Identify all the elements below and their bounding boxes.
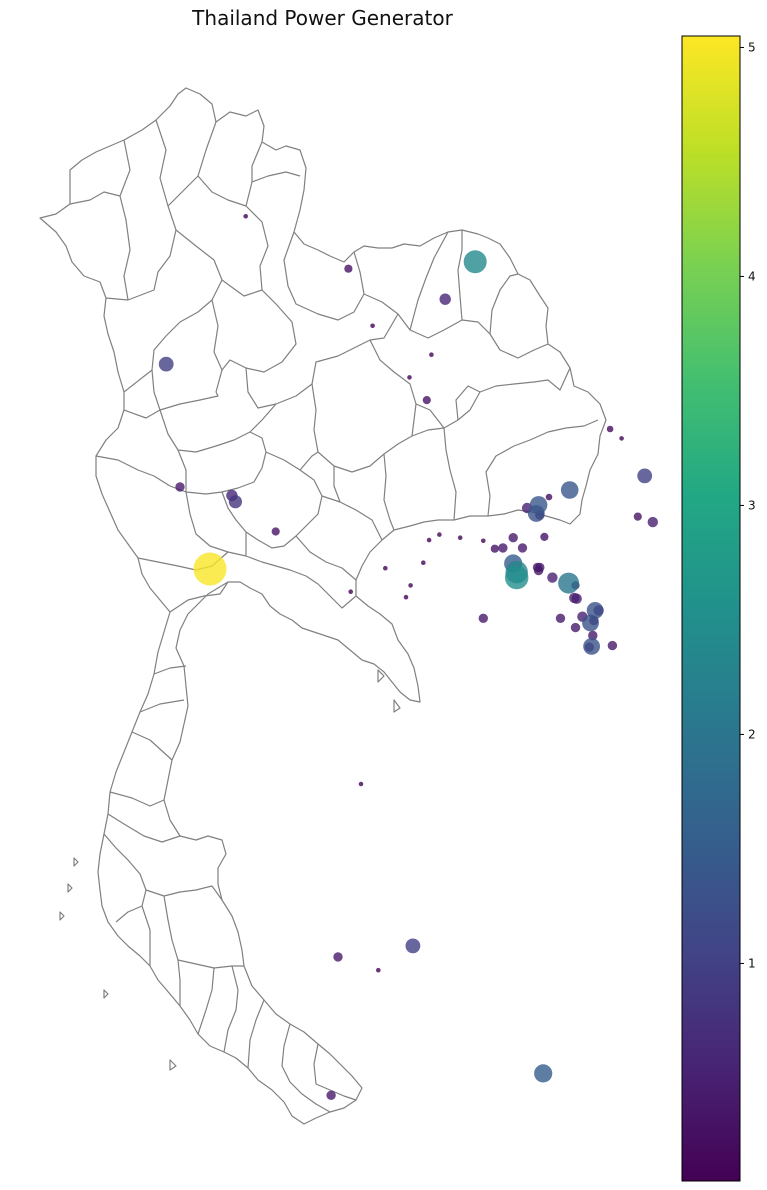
province-line bbox=[211, 279, 297, 393]
power-plant-point bbox=[429, 352, 434, 358]
power-plant-point bbox=[508, 533, 518, 543]
power-plant-point bbox=[326, 1090, 336, 1101]
power-plant-point bbox=[498, 543, 508, 553]
power-plant-point bbox=[547, 572, 558, 583]
province-line bbox=[457, 230, 519, 335]
province-line bbox=[185, 491, 357, 609]
power-plant-point bbox=[490, 544, 499, 553]
power-plant-point bbox=[555, 613, 566, 623]
power-plant-point bbox=[582, 614, 599, 632]
power-plant-point bbox=[570, 622, 581, 633]
power-plant-point bbox=[633, 512, 642, 521]
power-plant-point bbox=[422, 396, 431, 405]
power-plant-point bbox=[534, 1064, 553, 1083]
power-plant-point bbox=[517, 543, 528, 553]
power-plant-point bbox=[637, 468, 653, 484]
province-line bbox=[283, 231, 365, 321]
province-line bbox=[103, 791, 181, 923]
map-title: Thailand Power Generator bbox=[192, 6, 453, 30]
power-plant-point bbox=[529, 496, 548, 514]
province-line bbox=[131, 665, 187, 761]
power-plant-point bbox=[586, 602, 604, 619]
island bbox=[59, 669, 401, 1071]
power-plant-point bbox=[558, 572, 580, 594]
province-line bbox=[383, 419, 599, 531]
power-plant-point bbox=[243, 214, 248, 219]
province-line bbox=[245, 141, 301, 207]
country-outline bbox=[39, 87, 607, 1125]
power-plant-point bbox=[175, 482, 185, 492]
power-plant-point bbox=[607, 640, 618, 651]
power-plant-point bbox=[481, 538, 486, 544]
province-borders bbox=[39, 87, 607, 1125]
power-plant-point bbox=[545, 493, 553, 501]
power-plant-point bbox=[333, 952, 343, 962]
colorbar-tick-label: 5 bbox=[748, 40, 756, 54]
power-plant-point bbox=[407, 375, 412, 380]
power-plant-point bbox=[457, 535, 463, 540]
province-line bbox=[69, 139, 131, 301]
power-plant-point bbox=[403, 594, 409, 600]
power-plant-point bbox=[439, 293, 451, 305]
province-line bbox=[281, 1023, 357, 1113]
power-plant-points bbox=[158, 214, 705, 1101]
colorbar-ticks: 1 2 3 4 5 bbox=[740, 40, 756, 970]
province-line bbox=[151, 313, 399, 411]
colorbar-tick-label: 3 bbox=[748, 498, 756, 512]
province-line bbox=[369, 339, 481, 437]
power-plant-point bbox=[583, 638, 600, 655]
power-plant-point bbox=[437, 532, 442, 537]
power-plant-point bbox=[647, 516, 658, 528]
province-line bbox=[321, 466, 383, 541]
power-plant-point bbox=[408, 583, 413, 588]
power-plant-point bbox=[426, 537, 432, 543]
power-plant-point bbox=[344, 264, 353, 273]
power-plant-point bbox=[348, 589, 354, 594]
power-plant-point bbox=[588, 630, 598, 641]
power-plant-point bbox=[540, 532, 549, 542]
power-plant-point bbox=[158, 356, 174, 372]
power-plant-point bbox=[376, 967, 381, 973]
province-line bbox=[141, 885, 244, 969]
province-line bbox=[95, 431, 267, 495]
power-plant-point bbox=[619, 436, 624, 441]
power-plant-point bbox=[606, 425, 614, 433]
colorbar-gradient bbox=[681, 35, 741, 1182]
province-line bbox=[177, 959, 265, 1069]
colorbar-tick-label: 1 bbox=[748, 956, 756, 970]
power-plant-point bbox=[383, 565, 388, 571]
colorbar-tick-label: 2 bbox=[748, 727, 756, 741]
power-plant-point bbox=[228, 495, 242, 509]
power-plant-point bbox=[358, 781, 364, 787]
province-line bbox=[105, 119, 177, 301]
power-plant-point bbox=[463, 250, 487, 274]
province-line bbox=[311, 367, 571, 473]
power-plant-point bbox=[560, 481, 579, 499]
power-plant-point bbox=[405, 938, 421, 954]
province-line bbox=[123, 229, 223, 393]
province-line bbox=[123, 403, 277, 453]
power-plant-point bbox=[370, 323, 375, 329]
power-plant-point bbox=[271, 527, 280, 536]
power-plant-point bbox=[421, 560, 426, 565]
power-plant-point bbox=[569, 592, 580, 604]
power-plant-point bbox=[505, 565, 529, 590]
power-plant-point bbox=[193, 552, 227, 586]
power-plant-point bbox=[535, 562, 545, 573]
power-plant-point bbox=[478, 613, 488, 623]
colorbar-tick-label: 4 bbox=[748, 269, 756, 283]
